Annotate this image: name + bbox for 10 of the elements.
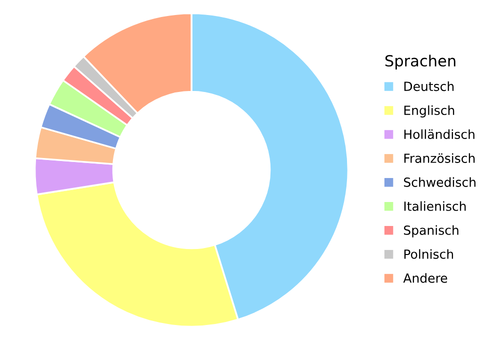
legend-label: Spanisch <box>404 225 458 238</box>
legend-label: Andere <box>403 273 448 283</box>
legend-label: Englisch <box>404 105 454 118</box>
legend-label: Schwedisch <box>404 177 476 187</box>
legend-label: Französisch <box>404 153 475 163</box>
legend-label: Holländisch <box>404 129 474 140</box>
legend-label: Polnisch <box>404 249 454 259</box>
legend-label: Deutsch <box>404 81 454 92</box>
legend-title: Sprachen <box>385 54 456 70</box>
legend-label: Italienisch <box>404 201 466 211</box>
